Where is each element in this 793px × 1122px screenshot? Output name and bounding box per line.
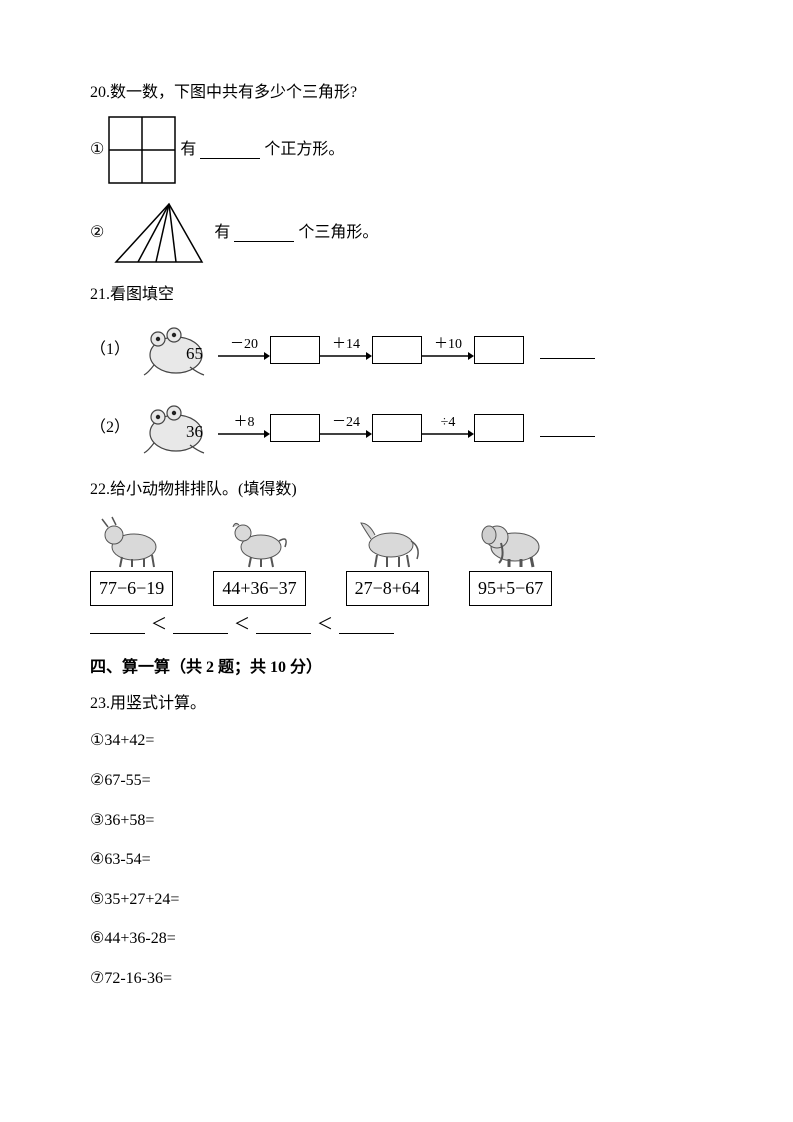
blank-1[interactable]	[200, 140, 260, 159]
arrow-seg: ÷4	[422, 416, 474, 440]
lt-sign: ＜	[151, 612, 167, 638]
arrow-seg: ＋8	[218, 416, 270, 440]
lt-sign: ＜	[234, 612, 250, 638]
frog-icon: 65	[140, 321, 218, 379]
q21-row2: （2） 36 ＋8 －24 ÷4	[90, 399, 703, 457]
answer-box[interactable]	[474, 336, 524, 364]
frog-icon: 36	[140, 399, 218, 457]
animal-dog: 44+36−37	[213, 513, 305, 606]
animal-expr: 77−6−19	[90, 571, 173, 606]
section-4-heading: 四、算一算（共 2 题；共 10 分）	[90, 655, 703, 681]
calc-item: ④63-54=	[90, 847, 703, 873]
calc-item: ⑤35+27+24=	[90, 887, 703, 913]
calc-item: ①34+42=	[90, 728, 703, 754]
arrow-seg: －20	[218, 338, 270, 362]
row1-label: （1）	[90, 337, 130, 363]
blank[interactable]	[173, 615, 228, 634]
animal-elephant: 95+5−67	[469, 513, 552, 606]
animal-expr: 27−8+64	[346, 571, 429, 606]
q21-title: 21.看图填空	[90, 282, 703, 308]
marker-2: ②	[90, 220, 104, 246]
calc-item: ⑦72-16-36=	[90, 966, 703, 992]
question-21: 21.看图填空 （1） 65 －20 ＋14 ＋10	[90, 282, 703, 458]
q23-title: 23.用竖式计算。	[90, 691, 703, 717]
answer-box[interactable]	[270, 336, 320, 364]
calc-item: ⑥44+36-28=	[90, 926, 703, 952]
start-value-1: 65	[186, 344, 203, 363]
answer-box[interactable]	[270, 414, 320, 442]
arrow-seg: ＋10	[422, 338, 474, 362]
calc-list: ①34+42= ②67-55= ③36+58= ④63-54= ⑤35+27+2…	[90, 728, 703, 991]
q22-compare-row: ＜ ＜ ＜	[90, 612, 703, 638]
text-after-1: 个正方形。	[264, 137, 344, 163]
marker-1: ①	[90, 137, 104, 163]
arrow-seg: ＋14	[320, 338, 372, 362]
blank[interactable]	[256, 615, 311, 634]
blank[interactable]	[339, 615, 394, 634]
text-after-2: 个三角形。	[298, 220, 378, 246]
answer-box[interactable]	[372, 336, 422, 364]
question-20: 20.数一数，下图中共有多少个三角形? ① 有 个正方形。 ② 有 个三角形。	[90, 80, 703, 264]
animals-row: 77−6−19 44+36−37	[90, 513, 703, 606]
animal-horse: 27−8+64	[346, 513, 429, 606]
row2-label: （2）	[90, 415, 130, 441]
answer-box[interactable]	[474, 414, 524, 442]
animal-expr: 44+36−37	[213, 571, 305, 606]
question-23: 23.用竖式计算。 ①34+42= ②67-55= ③36+58= ④63-54…	[90, 691, 703, 992]
blank-2[interactable]	[234, 223, 294, 242]
question-22: 22.给小动物排排队。(填得数) 77−6−19	[90, 477, 703, 637]
q21-row1: （1） 65 －20 ＋14 ＋10	[90, 321, 703, 379]
q20-item1: ① 有 个正方形。	[90, 116, 703, 184]
q20-title: 20.数一数，下图中共有多少个三角形?	[90, 80, 703, 106]
blank[interactable]	[90, 615, 145, 634]
animal-expr: 95+5−67	[469, 571, 552, 606]
answer-box[interactable]	[372, 414, 422, 442]
arrow-seg: －24	[320, 416, 372, 440]
calc-item: ③36+58=	[90, 808, 703, 834]
animal-goat: 77−6−19	[90, 513, 173, 606]
start-value-2: 36	[186, 422, 203, 441]
lt-sign: ＜	[317, 612, 333, 638]
triangle-fan-icon	[114, 202, 204, 264]
text-before-1: 有	[180, 137, 196, 163]
square-grid-icon	[108, 116, 176, 184]
final-blank[interactable]	[540, 341, 595, 360]
calc-item: ②67-55=	[90, 768, 703, 794]
final-blank[interactable]	[540, 419, 595, 438]
text-before-2: 有	[214, 220, 230, 246]
q22-title: 22.给小动物排排队。(填得数)	[90, 477, 703, 503]
q20-item2: ② 有 个三角形。	[90, 202, 703, 264]
